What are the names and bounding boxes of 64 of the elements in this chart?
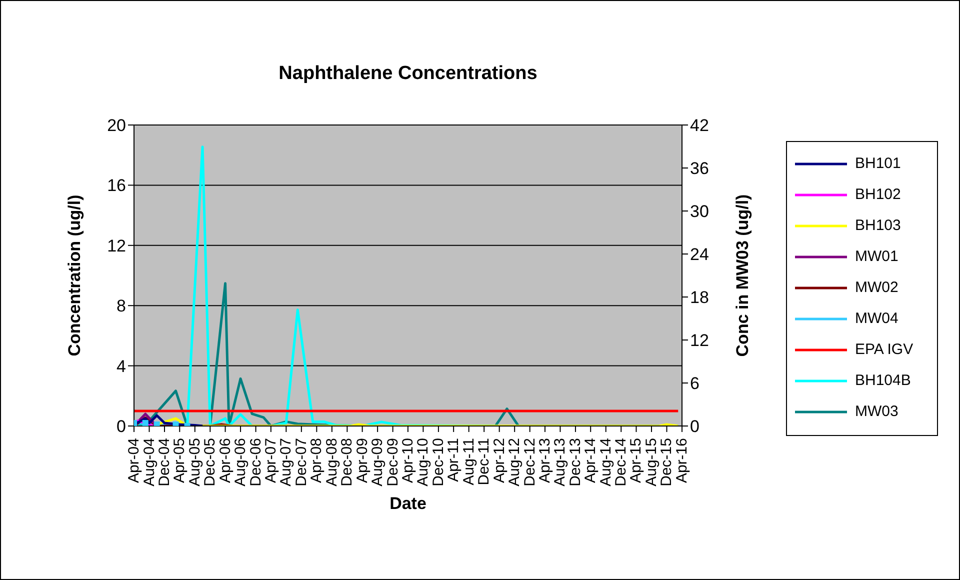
x-tick-label: Dec-14 <box>612 438 630 486</box>
x-tick-label: Apr-13 <box>536 438 554 484</box>
x-tick-label: Apr-11 <box>445 438 462 482</box>
x-tick-label: Apr-09 <box>354 438 371 484</box>
y2-tick-label: 42 <box>690 116 709 136</box>
x-tick-label: Apr-12 <box>490 438 508 484</box>
y-tick-label: 8 <box>116 296 126 316</box>
x-tick-label: Dec-05 <box>202 438 219 486</box>
y2-tick-label: 24 <box>690 245 709 264</box>
y-tick-label: 4 <box>116 356 126 376</box>
y2-tick-label: 18 <box>690 288 709 308</box>
x-tick-label: Aug-10 <box>414 438 432 486</box>
x-tick-label: Aug-13 <box>552 438 569 486</box>
legend-label: BH101 <box>855 155 901 172</box>
x-tick-label: Apr-16 <box>674 438 690 484</box>
x-tick-label: Apr-06 <box>216 438 234 484</box>
x-tick-label: Apr-04 <box>126 438 142 484</box>
x-tick-label: Dec-08 <box>338 438 356 486</box>
x-tick-label: Apr-08 <box>308 438 326 484</box>
y-tick-label: 12 <box>107 236 126 256</box>
x-tick-label: Apr-10 <box>399 438 416 484</box>
x-tick-label: Aug-09 <box>369 438 386 486</box>
x-tick-label: Aug-04 <box>140 438 158 486</box>
x-tick-label: Dec-12 <box>521 438 538 486</box>
legend-label: MW03 <box>855 403 898 420</box>
x-tick-label: Dec-10 <box>430 438 447 486</box>
x-tick-label: Aug-11 <box>460 438 478 486</box>
x-tick-label: Aug-06 <box>232 438 250 486</box>
x-tick-label: Apr-14 <box>582 438 600 484</box>
legend-label: BH104B <box>855 372 911 389</box>
y2-tick-label: 12 <box>690 331 709 350</box>
x-tick-label: Aug-07 <box>278 438 295 486</box>
x-tick-label: Aug-05 <box>186 438 204 486</box>
legend-label: EPA IGV <box>855 341 914 358</box>
x-tick-label: Dec-09 <box>384 438 402 486</box>
y-tick-label: 0 <box>116 417 126 436</box>
y-axis-title: Concentration (ug/l) <box>65 194 84 356</box>
legend-label: MW01 <box>855 248 898 265</box>
y2-tick-label: 6 <box>690 374 700 394</box>
y2-tick-label: 0 <box>690 417 700 436</box>
x-tick-label: Dec-11 <box>476 438 493 486</box>
x-axis-title: Date <box>390 494 426 513</box>
y-tick-label: 20 <box>107 116 126 136</box>
x-tick-label: Dec-15 <box>658 438 676 486</box>
x-tick-label: Aug-08 <box>323 438 340 486</box>
legend-label: MW02 <box>855 279 898 296</box>
legend-label: MW04 <box>855 310 898 327</box>
x-tick-label: Dec-04 <box>156 438 174 486</box>
x-tick-label: Dec-13 <box>566 438 584 486</box>
x-tick-label: Aug-12 <box>506 438 524 486</box>
x-tick-label: Dec-06 <box>247 438 264 486</box>
x-tick-label: Aug-15 <box>642 438 660 486</box>
x-tick-label: Apr-07 <box>262 438 280 484</box>
legend-label: BH103 <box>855 217 901 234</box>
x-tick-label: Aug-14 <box>597 438 614 486</box>
legend-label: BH102 <box>855 186 901 203</box>
x-tick-label: Dec-07 <box>292 438 310 486</box>
y-tick-label: 16 <box>107 176 126 196</box>
x-tick-label: Apr-05 <box>171 438 188 484</box>
x-tick-label: Apr-15 <box>628 438 645 484</box>
y2-tick-label: 30 <box>690 202 709 222</box>
y2-axis-title: Conc in MW03 (ug/l) <box>733 194 752 357</box>
y2-tick-label: 36 <box>690 159 709 178</box>
chart-title: Naphthalene Concentrations <box>278 63 538 85</box>
